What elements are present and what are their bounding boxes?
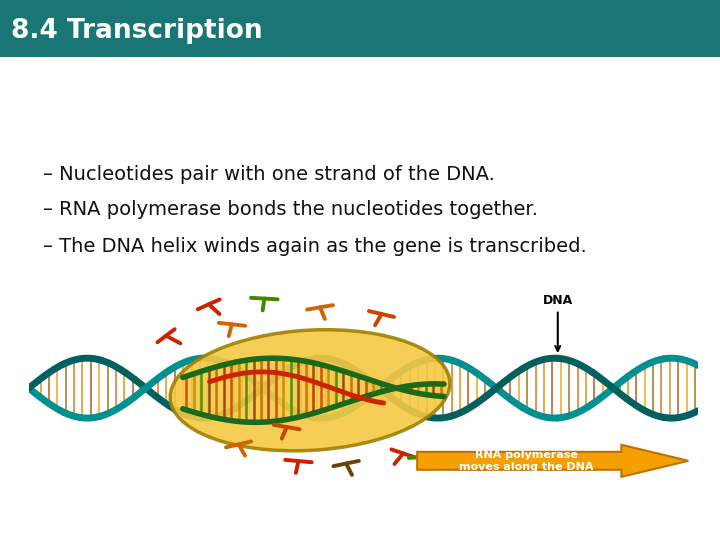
Ellipse shape xyxy=(170,330,450,451)
Polygon shape xyxy=(417,445,688,477)
Text: RNA polymerase
moves along the DNA: RNA polymerase moves along the DNA xyxy=(459,450,593,472)
Text: 8.4 Transcription: 8.4 Transcription xyxy=(11,18,262,44)
Text: – Nucleotides pair with one strand of the DNA.: – Nucleotides pair with one strand of th… xyxy=(43,165,495,184)
Text: – The DNA helix winds again as the gene is transcribed.: – The DNA helix winds again as the gene … xyxy=(43,237,587,256)
Text: – RNA polymerase bonds the nucleotides together.: – RNA polymerase bonds the nucleotides t… xyxy=(43,200,539,219)
Text: DNA: DNA xyxy=(543,294,573,351)
